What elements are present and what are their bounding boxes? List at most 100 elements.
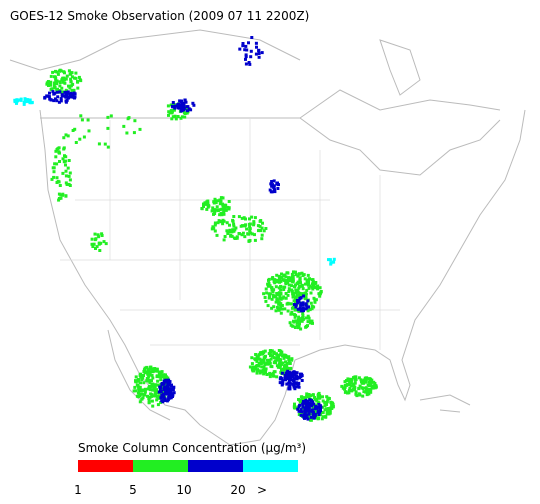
smoke-pixel — [308, 308, 312, 312]
smoke-pixel — [304, 316, 308, 320]
smoke-pixel — [311, 406, 315, 410]
smoke-pixel — [269, 364, 273, 368]
smoke-pixel — [298, 376, 301, 380]
smoke-pixel — [297, 409, 301, 413]
smoke-pixel — [289, 312, 293, 316]
smoke-pixel — [299, 408, 303, 412]
smoke-pixel — [364, 380, 368, 384]
smoke-pixel — [286, 293, 290, 297]
smoke-pixel — [279, 292, 283, 296]
smoke-pixel — [55, 176, 59, 180]
smoke-pixel — [277, 276, 281, 280]
smoke-pixel — [343, 387, 346, 391]
smoke-pixel — [266, 282, 270, 286]
smoke-pixel — [263, 349, 267, 353]
smoke-pixel — [282, 273, 286, 277]
smoke-pixel — [358, 384, 362, 388]
smoke-pixel — [310, 285, 314, 289]
smoke-pixel — [348, 381, 352, 385]
smoke-pixel — [191, 101, 195, 105]
smoke-pixel — [256, 355, 260, 359]
smoke-pixel — [55, 79, 59, 83]
smoke-pixel — [287, 287, 291, 291]
smoke-pixel — [286, 377, 290, 381]
legend-swatch — [188, 460, 243, 472]
smoke-pixel — [152, 367, 155, 371]
smoke-pixel — [180, 105, 184, 109]
smoke-pixel — [151, 376, 155, 380]
smoke-pixel — [154, 383, 158, 387]
smoke-pixel — [64, 88, 68, 92]
smoke-pixel — [269, 349, 272, 352]
smoke-pixel — [311, 404, 315, 408]
smoke-pixel — [162, 388, 166, 391]
smoke-pixel — [277, 274, 281, 278]
smoke-pixel — [294, 273, 298, 277]
smoke-pixel — [100, 234, 104, 237]
smoke-pixel — [58, 160, 61, 163]
smoke-pixel — [321, 405, 325, 409]
smoke-pixel — [259, 362, 263, 366]
smoke-pixel — [301, 314, 305, 317]
smoke-pixel — [308, 402, 312, 406]
smoke-pixel — [275, 273, 279, 277]
smoke-pixel — [270, 306, 274, 310]
smoke-pixel — [22, 100, 26, 104]
smoke-pixel — [94, 247, 97, 250]
smoke-pixel — [58, 84, 62, 88]
smoke-pixel — [270, 297, 274, 301]
smoke-pixel — [278, 307, 281, 311]
smoke-pixel — [270, 190, 274, 194]
smoke-pixel — [260, 51, 264, 55]
smoke-pixel — [155, 398, 159, 402]
smoke-pixel — [284, 292, 288, 295]
smoke-pixel — [308, 321, 312, 325]
smoke-pixel — [268, 292, 272, 296]
smoke-pixel — [275, 182, 279, 186]
smoke-pixel — [244, 55, 248, 59]
smoke-pixel — [55, 82, 59, 86]
smoke-pixel — [292, 270, 295, 274]
smoke-pixel — [349, 381, 353, 385]
smoke-pixel — [151, 370, 155, 374]
smoke-pixel — [222, 219, 226, 223]
smoke-pixel — [345, 379, 349, 382]
smoke-pixel — [269, 182, 273, 186]
smoke-pixel — [244, 57, 247, 61]
smoke-pixel — [156, 403, 160, 407]
smoke-pixel — [249, 231, 253, 235]
smoke-pixel — [213, 223, 217, 227]
smoke-pixel — [278, 294, 282, 298]
smoke-pixel — [215, 205, 219, 209]
smoke-pixel — [166, 390, 170, 394]
smoke-pixel — [257, 364, 261, 368]
smoke-pixel — [270, 349, 274, 353]
smoke-pixel — [246, 232, 250, 236]
smoke-pixel — [310, 307, 314, 311]
smoke-pixel — [262, 292, 266, 296]
smoke-pixel — [255, 45, 258, 49]
smoke-pixel — [257, 361, 261, 365]
smoke-pixel — [287, 360, 291, 364]
smoke-pixel — [301, 405, 305, 409]
smoke-pixel — [281, 367, 285, 371]
smoke-pixel — [138, 127, 142, 131]
smoke-pixel — [58, 90, 62, 94]
smoke-pixel — [28, 99, 32, 103]
smoke-pixel — [293, 406, 297, 410]
smoke-pixel — [266, 304, 270, 308]
smoke-pixel — [66, 134, 70, 138]
smoke-pixel — [309, 291, 313, 295]
smoke-pixel — [283, 365, 286, 368]
smoke-pixel — [257, 353, 261, 357]
smoke-pixel — [162, 379, 166, 383]
smoke-pixel — [287, 379, 291, 383]
smoke-pixel — [143, 393, 147, 397]
smoke-pixel — [297, 315, 301, 319]
smoke-pixel — [365, 393, 369, 397]
smoke-pixel — [285, 271, 289, 275]
smoke-pixel — [92, 242, 96, 246]
smoke-pixel — [295, 377, 299, 381]
smoke-pixel — [291, 375, 295, 379]
smoke-pixel — [169, 109, 173, 112]
